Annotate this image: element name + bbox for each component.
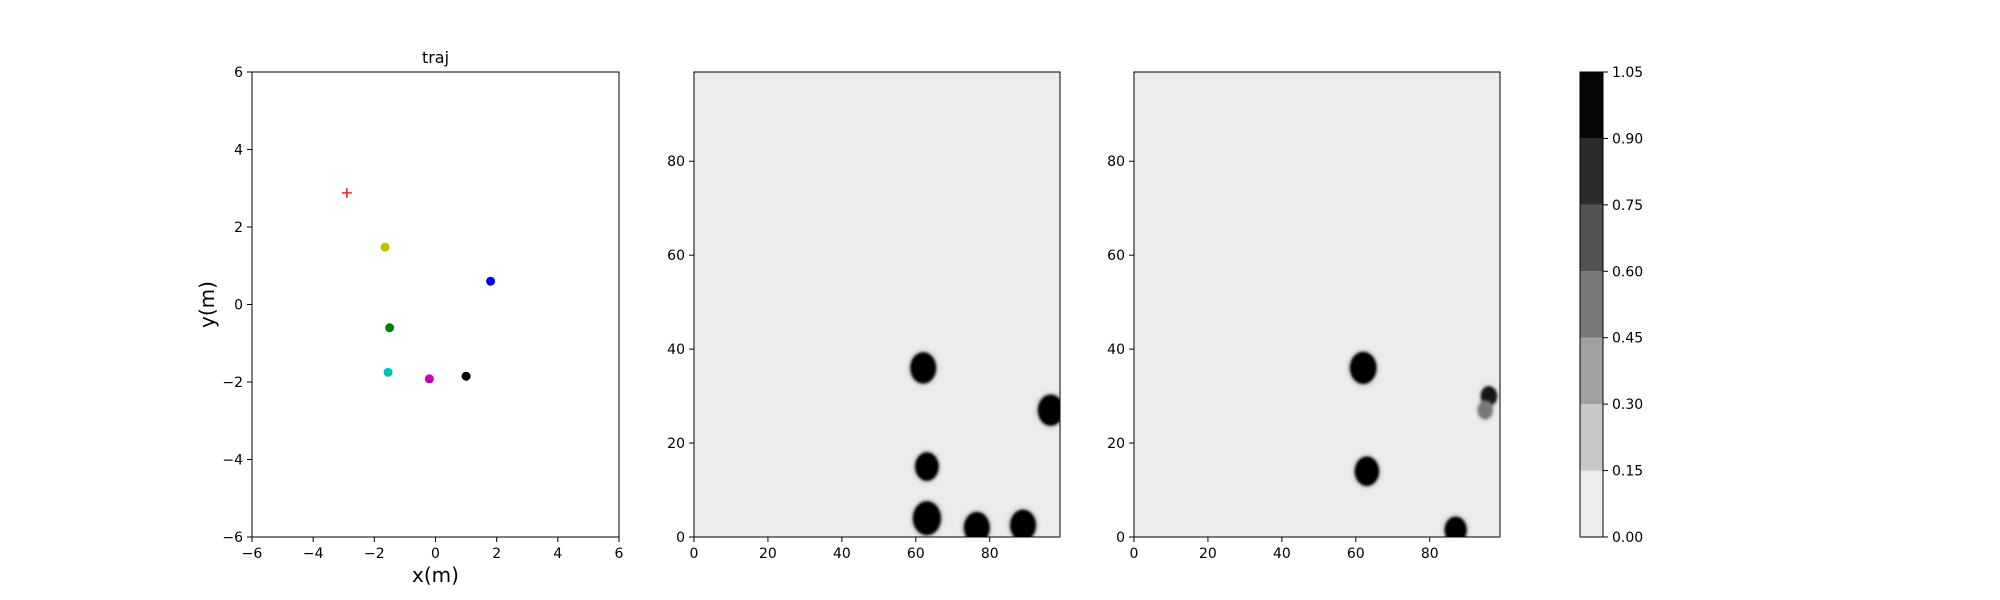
heatmap-blob [1443,515,1469,537]
heatmap-1-y-ticks: 0 20 40 60 80 [667,154,694,546]
heatmap-2-y-tick-label: 80 [1107,154,1125,170]
heatmap-1-y-tick-label: 20 [667,436,685,452]
heatmap-2-x-tick-label: 60 [1347,546,1365,562]
heatmap-1-y-tick-label: 40 [667,342,685,358]
heatmap-1-x-tick-label: 60 [907,546,925,562]
heatmap-1-x-tick-label: 0 [690,546,699,562]
heatmap-1-x-tick-label: 20 [759,546,777,562]
heatmap-2-y-tick-label: 20 [1107,436,1125,452]
heatmap-2-y-tick-label: 40 [1107,342,1125,358]
heatmap-2-x-tick-label: 0 [1130,546,1139,562]
scatter-marks [341,187,496,384]
heatmap-2-x-tick-label: 80 [1421,546,1439,562]
scatter-x-ticks: −6 −4 −2 0 2 4 6 [242,537,624,562]
colorbar-band [1580,337,1603,405]
scatter-x-axis-label: x(m) [412,563,459,587]
heatmap-2-y-tick-label: 0 [1116,530,1125,546]
colorbar-bands [1580,72,1603,537]
scatter-x-tick-label: 4 [553,546,562,562]
scatter-y-ticks: −6 −4 −2 0 2 4 6 [222,65,252,546]
heatmap-2-x-tick-label: 40 [1273,546,1291,562]
scatter-y-tick-label: 0 [234,298,243,314]
heatmap-1-x-tick-label: 80 [981,546,999,562]
scatter-x-tick-label: −2 [364,546,385,562]
heatmap-blob [1476,400,1494,421]
colorbar-tick-label: 0.75 [1612,198,1643,214]
heatmap-1-y-tick-label: 0 [676,530,685,546]
colorbar-band [1580,72,1603,139]
heatmap-2-x-tick-label: 20 [1199,546,1217,562]
scatter-y-tick-label: 2 [234,220,243,236]
scatter-x-tick-label: 2 [492,546,501,562]
scatter-y-axis-label: y(m) [195,281,219,328]
heatmap-blob [911,499,943,537]
colorbar-band [1580,204,1603,272]
colorbar-band [1580,470,1603,537]
heatmap-1-background [694,72,1060,537]
heatmap-panel-2: 0 20 40 60 80 0 20 40 60 80 [1107,71,1501,562]
heatmap-2-background [1134,72,1500,537]
heatmap-2-axes-frame [1133,71,1501,538]
colorbar-tick-label: 0.90 [1612,131,1643,147]
heatmap-blob [1036,392,1060,428]
heatmap-2-y-tick-label: 60 [1107,248,1125,264]
colorbar-tick-label: 0.45 [1612,331,1643,347]
scatter-x-tick-label: 0 [431,546,440,562]
scatter-point [486,276,496,286]
scatter-y-tick-label: −6 [222,530,243,546]
colorbar-band [1580,404,1603,471]
colorbar-tick-label: 0.00 [1612,530,1643,546]
heatmap-blob [1348,350,1379,386]
scatter-point [385,323,395,333]
heatmap-blob [1008,508,1038,537]
heatmap-1-x-ticks: 0 20 40 60 80 [690,537,999,562]
heatmap-1-y-tick-label: 60 [667,248,685,264]
scatter-plot-area [252,72,619,537]
scatter-y-tick-label: 4 [234,143,243,159]
colorbar: 0.00 0.15 0.30 0.45 0.60 0.75 0.90 1.05 [1579,65,1643,546]
scatter-point-plus [341,187,352,198]
scatter-y-tick-label: −2 [222,375,243,391]
heatmap-blob [913,450,941,483]
scatter-point [383,367,393,377]
scatter-point [461,371,471,381]
scatter-x-tick-label: −6 [242,546,263,562]
colorbar-band [1580,138,1603,205]
heatmap-1-blobs [908,350,1060,537]
heatmap-2-blobs [1348,350,1499,537]
scatter-y-tick-label: 6 [234,65,243,81]
scatter-point [424,374,434,384]
heatmap-blob [962,510,992,537]
scatter-panel: −6 −4 −2 0 2 4 6 −6 −4 −2 0 2 4 6 traj x(m) y(m) [195,48,624,587]
colorbar-frame [1579,71,1604,538]
heatmap-1-axes-frame [693,71,1061,538]
colorbar-tick-label: 0.30 [1612,397,1643,413]
scatter-x-tick-label: 6 [615,546,624,562]
colorbar-tick-label: 1.05 [1612,65,1643,81]
scatter-y-tick-label: −4 [222,453,243,469]
colorbar-band [1580,271,1603,338]
heatmap-panel-1: 0 20 40 60 80 0 20 40 60 80 [667,71,1061,562]
heatmap-2-y-ticks: 0 20 40 60 80 [1107,154,1134,546]
scatter-title: traj [422,48,449,67]
heatmap-1-y-tick-label: 80 [667,154,685,170]
scatter-point [380,242,390,252]
heatmap-2-x-ticks: 0 20 40 60 80 [1130,537,1439,562]
heatmap-blob [1353,454,1381,488]
colorbar-ticks: 0.00 0.15 0.30 0.45 0.60 0.75 0.90 1.05 [1603,65,1643,546]
colorbar-tick-label: 0.15 [1612,464,1643,480]
colorbar-tick-label: 0.60 [1612,264,1643,280]
scatter-x-tick-label: −4 [303,546,324,562]
heatmap-blob [908,350,938,386]
heatmap-1-x-tick-label: 40 [833,546,851,562]
